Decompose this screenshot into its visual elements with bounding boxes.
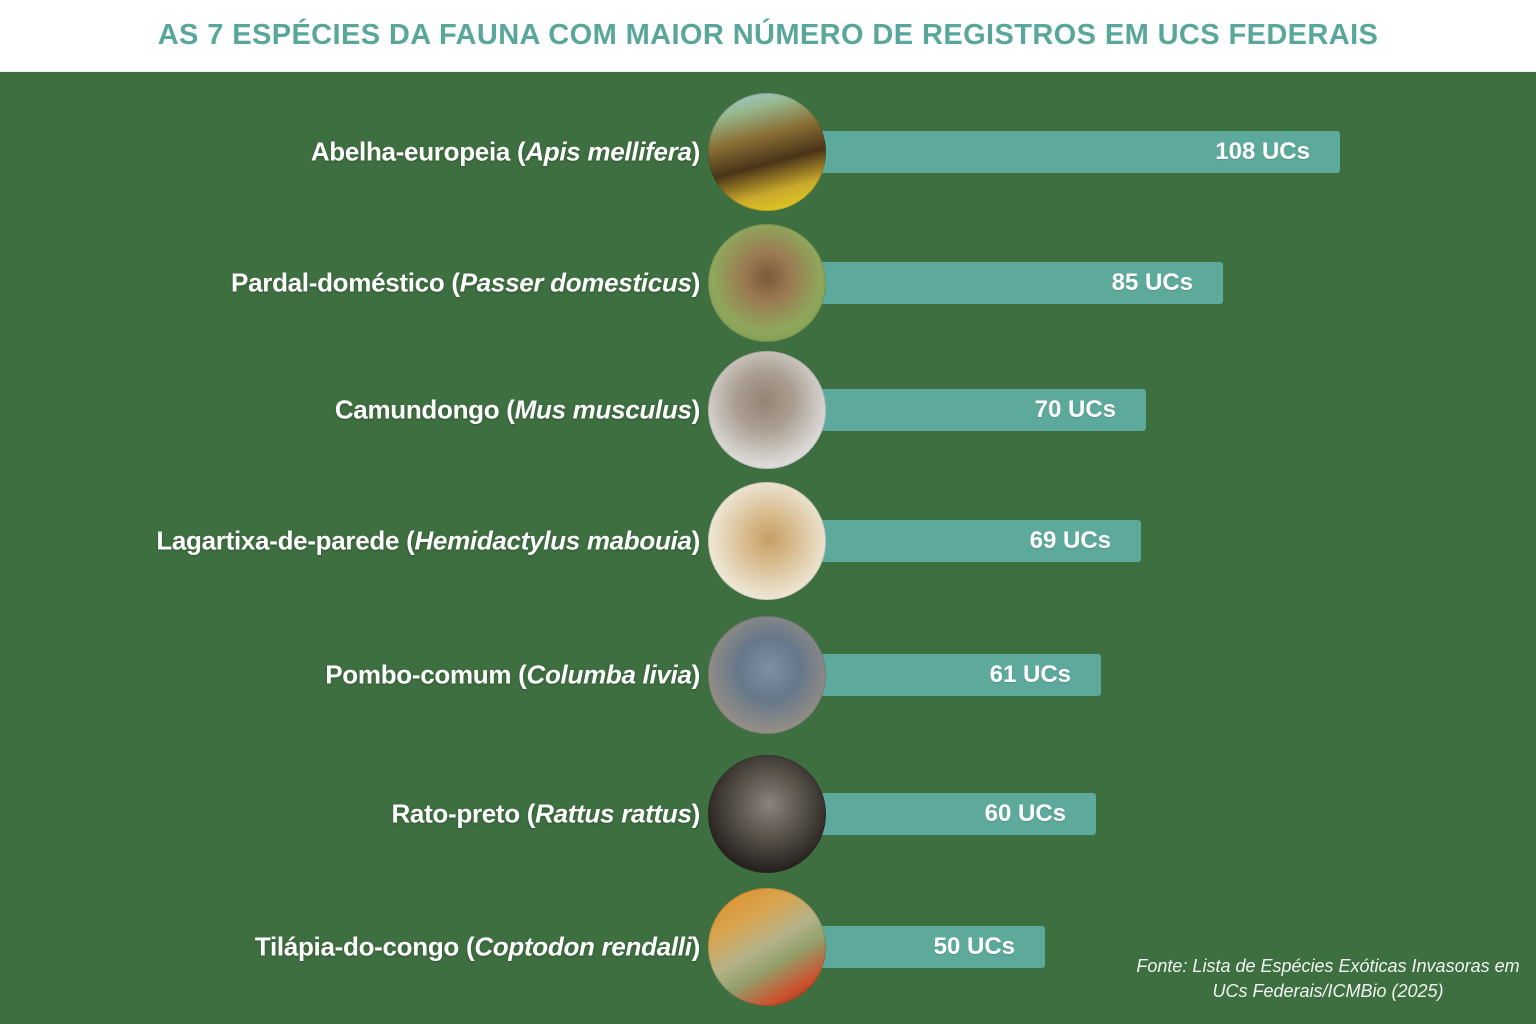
bar: 85 UCs [790,262,1223,304]
paren-close: ) [691,798,701,829]
species-label: Rato-preto (Rattus rattus) [391,799,700,830]
paren-open: ( [444,267,460,298]
bar: 60 UCs [790,793,1096,835]
paren-close: ) [691,267,701,298]
species-scientific-name: Coptodon rendalli [474,931,692,962]
bar: 50 UCs [790,926,1045,968]
species-common-name: Tilápia-do-congo [254,931,460,962]
species-common-name: Camundongo [334,394,500,425]
species-common-name: Pardal-doméstico [231,267,445,298]
paren-open: ( [459,931,475,962]
species-label: Tilápia-do-congo (Coptodon rendalli) [255,932,700,963]
species-label: Camundongo (Mus musculus) [334,394,701,426]
paren-close: ) [691,136,701,167]
paren-open: ( [499,394,515,425]
bar-value-label: 70 UCs [1034,396,1116,423]
source-note-line1: Fonte: Lista de Espécies Exóticas Invaso… [1136,956,1520,976]
species-label: Pombo-comum (Columba livia) [325,660,700,691]
paren-open: ( [519,798,536,829]
species-common-name: Lagartixa-de-parede [156,525,400,556]
species-label: Lagartixa-de-parede (Hemidactylus maboui… [156,526,700,557]
bar-value-label: 61 UCs [989,661,1071,688]
species-common-name: Rato-preto [391,798,520,829]
bar-value-label: 60 UCs [984,800,1066,827]
tilapia-fish-photo [708,888,826,1006]
species-scientific-name: Rattus rattus [535,798,692,829]
species-common-name: Abelha-europeia [310,136,511,167]
source-note-line2: UCs Federais/ICMBio (2025) [1212,981,1444,1001]
black-rat-photo [708,755,826,873]
source-note: Fonte: Lista de Espécies Exóticas Invaso… [1128,954,1528,1004]
bar-value-label: 50 UCs [933,933,1015,960]
bar: 70 UCs [790,389,1146,431]
bar-value-label: 108 UCs [1215,138,1310,165]
paren-close: ) [691,525,701,556]
species-label: Abelha-europeia (Apis mellifera) [310,136,701,168]
gecko-photo [708,482,826,600]
species-scientific-name: Hemidactylus mabouia [414,525,692,556]
species-scientific-name: Mus musculus [514,394,692,425]
species-common-name: Pombo-comum [325,659,512,690]
paren-close: ) [691,394,701,425]
paren-close: ) [691,659,701,690]
house-mouse-photo [708,351,826,469]
bar: 61 UCs [790,654,1101,696]
species-scientific-name: Columba livia [526,659,692,690]
house-sparrow-photo [708,224,826,342]
species-scientific-name: Apis mellifera [525,136,692,167]
honeybee-photo [708,93,826,211]
bar: 69 UCs [790,520,1141,562]
paren-open: ( [399,525,415,556]
bar-value-label: 69 UCs [1029,527,1111,554]
pigeon-photo [708,616,826,734]
species-label: Pardal-doméstico (Passer domesticus) [231,268,700,299]
paren-close: ) [691,931,701,962]
header-bar: AS 7 ESPÉCIES DA FAUNA COM MAIOR NÚMERO … [0,0,1536,72]
paren-open: ( [510,136,526,167]
bar: 108 UCs [790,131,1340,173]
bar-value-label: 85 UCs [1111,269,1193,296]
species-scientific-name: Passer domesticus [459,267,692,298]
paren-open: ( [511,659,527,690]
page-title: AS 7 ESPÉCIES DA FAUNA COM MAIOR NÚMERO … [157,19,1379,51]
